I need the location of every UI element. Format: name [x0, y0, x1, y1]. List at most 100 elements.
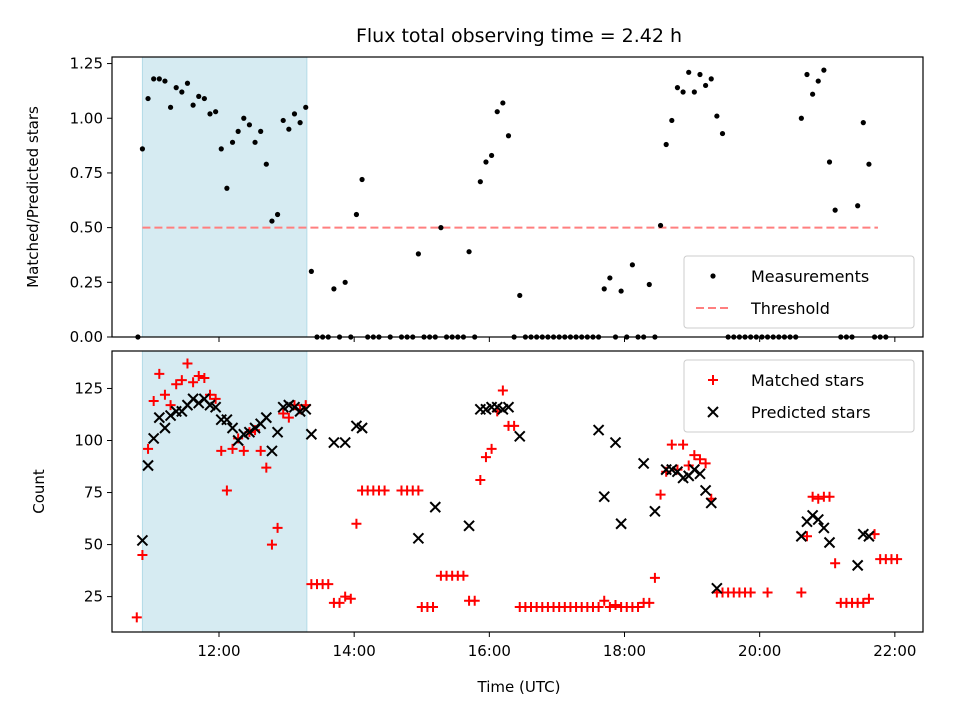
predicted-point	[806, 509, 819, 522]
matched-point	[678, 439, 689, 450]
series-predicted-stars	[136, 393, 875, 594]
measurement-point	[494, 109, 500, 115]
matched-point	[221, 485, 232, 496]
matched-point	[745, 587, 756, 598]
matched-point	[655, 489, 666, 500]
predicted-point	[193, 397, 205, 409]
matched-point	[796, 587, 807, 598]
y-tick-label: 1.00	[70, 109, 103, 127]
matched-point	[892, 554, 903, 565]
measurement-point	[708, 76, 714, 82]
measurement-point	[167, 104, 174, 110]
matched-point	[610, 599, 621, 610]
matched-point	[159, 389, 170, 400]
measurement-point	[258, 128, 264, 134]
measurement-point	[663, 141, 669, 148]
matched-point	[762, 587, 773, 598]
measurement-point	[500, 100, 506, 106]
predicted-point	[463, 520, 475, 532]
measurement-point	[241, 115, 247, 121]
measurement-point	[229, 139, 236, 145]
measurement-point	[213, 109, 219, 115]
matched-point	[604, 602, 615, 613]
matched-point	[278, 408, 289, 419]
measurement-point	[286, 126, 292, 132]
matched-point	[475, 475, 486, 486]
predicted-point	[142, 459, 154, 472]
measurement-point	[252, 139, 258, 145]
predicted-point	[159, 422, 171, 434]
matched-point	[188, 377, 199, 388]
predicted-point	[609, 436, 622, 449]
predicted-point	[271, 426, 284, 438]
matched-point	[694, 454, 705, 465]
measurement-point	[331, 286, 337, 292]
measurement-point	[179, 89, 185, 95]
matched-point	[340, 591, 351, 602]
measurement-point	[815, 78, 821, 84]
legend: Measurements Threshold	[683, 255, 915, 329]
measurement-point	[353, 211, 360, 218]
matched-point	[689, 450, 700, 461]
matched-point	[644, 597, 655, 608]
measurement-point	[173, 85, 179, 91]
matched-point	[137, 549, 148, 560]
x-tick-label: 16:00	[468, 642, 511, 660]
measurement-point	[218, 146, 224, 152]
predicted-point	[328, 436, 340, 449]
predicted-point	[249, 422, 261, 434]
predicted-point	[221, 413, 233, 426]
predicted-point	[795, 530, 808, 542]
predicted-point	[153, 411, 166, 424]
measurement-point	[821, 67, 827, 73]
matched-point	[413, 485, 424, 496]
shaded-interval	[141, 56, 308, 338]
measurement-point	[162, 78, 168, 84]
legend-marker	[708, 375, 718, 385]
predicted-point	[226, 422, 239, 434]
matched-point	[165, 400, 176, 411]
matched-point	[351, 518, 362, 529]
legend-marker	[710, 273, 716, 279]
measurement-point	[139, 146, 146, 152]
x-tick-label: 18:00	[603, 642, 646, 660]
measurement-point	[342, 279, 348, 285]
measurement-point	[798, 115, 804, 121]
figure-title: Flux total observing time = 2.42 h	[356, 25, 682, 47]
matched-point	[334, 597, 345, 608]
matched-point	[193, 370, 204, 381]
measurement-point	[669, 117, 675, 124]
predicted-point	[592, 424, 605, 436]
predicted-point	[412, 532, 425, 545]
predicted-point	[266, 445, 278, 457]
matched-point	[176, 375, 187, 386]
measurement-point	[466, 249, 472, 255]
predicted-point	[502, 401, 515, 413]
matched-point	[428, 602, 439, 613]
matched-point	[700, 458, 711, 469]
measurement-point	[601, 286, 607, 292]
measurement-point	[804, 71, 810, 78]
predicted-point	[209, 401, 222, 413]
measurement-point	[477, 179, 483, 185]
predicted-point	[705, 497, 717, 509]
matched-point	[345, 593, 356, 604]
matched-point	[216, 445, 227, 456]
measurement-point	[280, 117, 286, 124]
ratio-panel: 0.00 0.25 0.50 0.75 1.00 1.25 Matched/Predicte…	[24, 55, 924, 346]
matched-point	[204, 389, 215, 400]
matched-point	[801, 531, 812, 542]
matched-point	[148, 395, 159, 406]
legend-label: Measurements	[751, 267, 869, 286]
predicted-point	[812, 513, 824, 526]
y-tick-label: 100	[74, 432, 103, 450]
shaded-interval	[141, 350, 308, 633]
y-tick-label: 25	[84, 588, 103, 606]
measurement-point	[607, 275, 613, 281]
matched-point	[807, 491, 818, 502]
y-tick-label: 125	[74, 379, 103, 397]
matched-point	[633, 602, 644, 613]
measurement-point	[680, 89, 686, 95]
x-tick-label: 22:00	[873, 642, 916, 660]
